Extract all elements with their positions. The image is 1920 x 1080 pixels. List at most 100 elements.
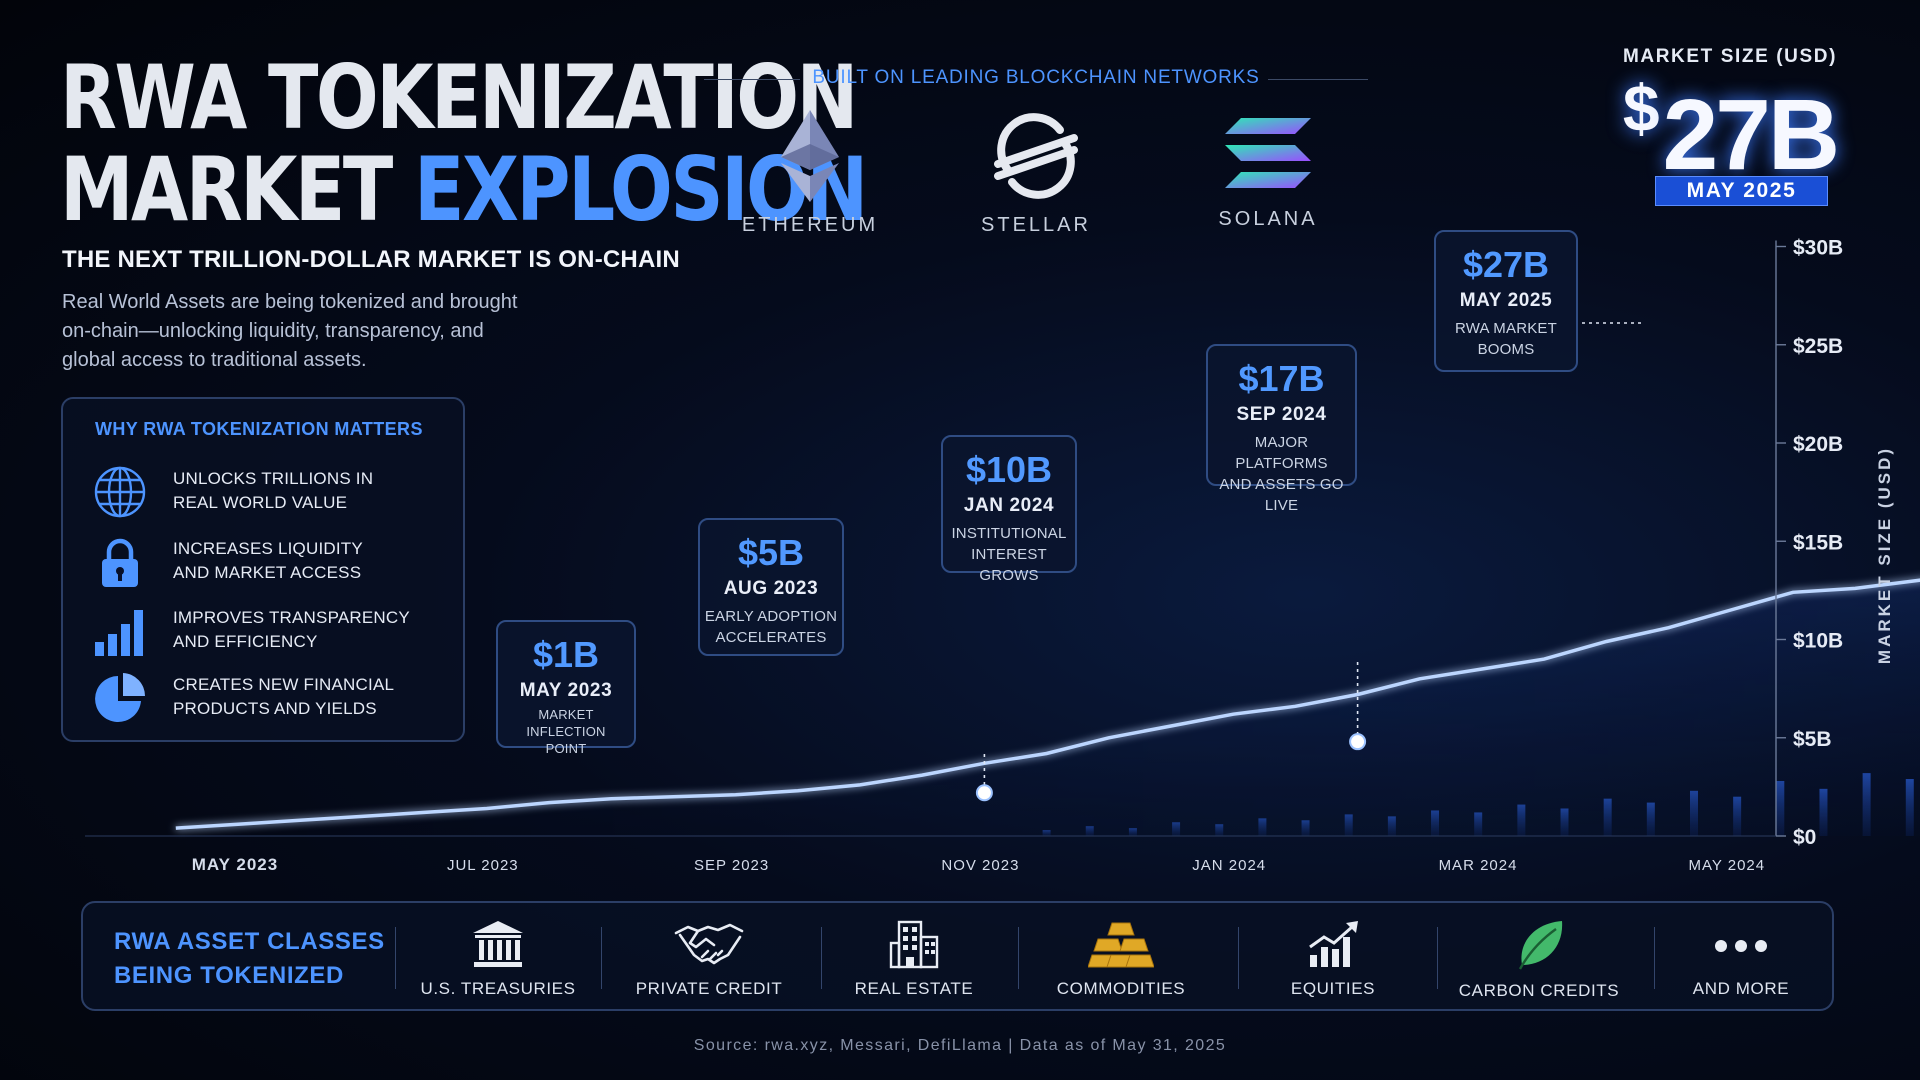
why-item-text: CREATES NEW FINANCIAL PRODUCTS AND YIELD…: [173, 675, 395, 718]
more-dots-icon: [1715, 940, 1767, 952]
description: Real World Assets are being tokenized an…: [62, 291, 518, 371]
callout-value: $27B: [1462, 244, 1550, 285]
x-tick-label: MAY 2023: [192, 855, 278, 874]
callout-17b: $17B SEP 2024 MAJOR PLATFORMS AND ASSETS…: [1206, 344, 1357, 514]
why-item: INCREASES LIQUIDITY AND MARKET ACCESS: [93, 533, 453, 589]
network-name: SOLANA: [1218, 208, 1318, 230]
network-ethereum: ETHEREUM: [710, 108, 910, 237]
annotation-marker: [1349, 733, 1367, 751]
x-tick-label: MAR 2024: [1439, 857, 1518, 874]
callout-note: INSTITUTIONAL INTEREST GROWS: [951, 525, 1067, 584]
area-fill: [175, 580, 1920, 836]
why-item-text: INCREASES LIQUIDITY AND MARKET ACCESS: [173, 539, 363, 582]
solana-icon: [1225, 118, 1311, 188]
asset-item: PRIVATE CREDIT: [614, 919, 804, 999]
series-line: [175, 578, 1920, 830]
source-note: Source: rwa.xyz, Messari, DefiLlama | Da…: [693, 1037, 1227, 1054]
gold-bars-icon: [1088, 922, 1154, 968]
y-tick-label: $5B: [1793, 728, 1832, 751]
callout-date: JAN 2024: [963, 495, 1055, 516]
divider: [1018, 927, 1019, 989]
y-tick-label: $25B: [1793, 335, 1843, 358]
callout-note: EARLY ADOPTION ACCELERATES: [704, 608, 838, 646]
why-item: CREATES NEW FINANCIAL PRODUCTS AND YIELD…: [93, 669, 453, 725]
networks-heading: BUILT ON LEADING BLOCKCHAIN NETWORKS: [812, 67, 1260, 88]
callout-note: MAJOR PLATFORMS AND ASSETS GO LIVE: [1219, 434, 1344, 514]
building-icon: [889, 920, 939, 969]
leaf-icon: [1518, 921, 1563, 970]
x-tick-label: SEP 2023: [694, 857, 769, 874]
currency-symbol: $: [1622, 71, 1660, 145]
annotation-marker: [975, 784, 993, 802]
callout-note: RWA MARKET BOOMS: [1454, 320, 1557, 358]
why-item: IMPROVES TRANSPARENCY AND EFFICIENCY: [93, 602, 453, 658]
why-item-text: UNLOCKS TRILLIONS IN REAL WORLD VALUE: [173, 469, 374, 512]
divider: [704, 79, 800, 80]
asset-label: CARBON CREDITS: [1458, 981, 1620, 1000]
x-tick-label: JUL 2023: [447, 857, 519, 874]
pie-chart-icon: [95, 673, 146, 722]
divider: [601, 927, 602, 989]
x-tick-label: JAN 2024: [1192, 857, 1266, 874]
x-tick-label: MAY 2024: [1688, 857, 1765, 874]
callout-value: $10B: [965, 449, 1053, 490]
callout-date: MAY 2025: [1459, 290, 1553, 311]
title-line-2a: MARKET: [60, 138, 414, 241]
network-name: ETHEREUM: [741, 214, 879, 236]
subtitle: THE NEXT TRILLION-DOLLAR MARKET IS ON-CH…: [62, 246, 680, 273]
asset-label: COMMODITIES: [1056, 979, 1186, 998]
handshake-icon: [674, 923, 744, 965]
divider: [395, 927, 396, 989]
callout-value: $5B: [737, 532, 805, 573]
asset-item: CARBON CREDITS: [1444, 919, 1634, 1001]
market-size-number: 27B: [1662, 79, 1840, 191]
divider: [821, 927, 822, 989]
y-tick-label: $30B: [1793, 237, 1843, 260]
stellar-icon: [994, 113, 1078, 199]
divider: [1238, 927, 1239, 989]
asset-item: U.S. TREASURIES: [403, 919, 593, 999]
y-tick-label: $10B: [1793, 630, 1843, 653]
callout-5b: $5B AUG 2023 EARLY ADOPTION ACCELERATES: [698, 518, 844, 656]
market-size-date: MAY 2025: [1655, 176, 1828, 206]
y-tick-label: $0: [1793, 826, 1816, 849]
x-axis: MAY 2023 JUL 2023 SEP 2023 NOV 2023 JAN 2024…: [192, 855, 1765, 874]
callout-10b: $10B JAN 2024 INSTITUTIONAL INTEREST GRO…: [941, 435, 1077, 584]
asset-label: REAL ESTATE: [854, 979, 974, 998]
asset-item: COMMODITIES: [1026, 919, 1216, 999]
callout-value: $17B: [1238, 358, 1325, 399]
asset-label: PRIVATE CREDIT: [635, 979, 783, 998]
network-solana: SOLANA: [1168, 108, 1368, 231]
divider: [1654, 927, 1655, 989]
asset-label: AND MORE: [1692, 979, 1790, 998]
asset-label: EQUITIES: [1290, 979, 1376, 998]
callout-1b: $1B MAY 2023 MARKET INFLECTION POINT: [496, 620, 636, 756]
callout-27b: $27B MAY 2025 RWA MARKET BOOMS: [1434, 230, 1578, 372]
callout-note: MARKET INFLECTION POINT: [526, 707, 606, 756]
ethereum-icon: [781, 110, 839, 202]
callout-value: $1B: [532, 634, 600, 675]
globe-icon: [94, 466, 146, 518]
title-line-1: RWA TOKENIZATION: [60, 46, 858, 149]
callout-date: SEP 2024: [1236, 404, 1327, 425]
asset-item: EQUITIES: [1238, 919, 1428, 999]
market-size-value: $27B: [1600, 70, 1860, 193]
divider: [1437, 927, 1438, 989]
y-axis-label: MARKET SIZE (USD): [1875, 446, 1894, 664]
asset-classes-panel: RWA ASSET CLASSES BEING TOKENIZED U.S. T…: [81, 901, 1834, 1011]
asset-label: U.S. TREASURIES: [420, 979, 576, 998]
growth-chart-icon: [1309, 921, 1358, 967]
asset-item: REAL ESTATE: [819, 919, 1009, 999]
why-heading: WHY RWA TOKENIZATION MATTERS: [95, 419, 423, 439]
callout-date: AUG 2023: [723, 578, 819, 599]
assets-heading: RWA ASSET CLASSES BEING TOKENIZED: [114, 928, 385, 989]
lock-icon: [102, 538, 138, 587]
network-name: STELLAR: [981, 214, 1091, 236]
network-stellar: STELLAR: [936, 108, 1136, 237]
bar-chart-icon: [95, 610, 143, 656]
why-item-text: IMPROVES TRANSPARENCY AND EFFICIENCY: [173, 608, 410, 651]
market-size-label: MARKET SIZE (USD): [1622, 46, 1838, 67]
bank-icon: [473, 921, 523, 967]
callout-date: MAY 2023: [519, 680, 613, 701]
